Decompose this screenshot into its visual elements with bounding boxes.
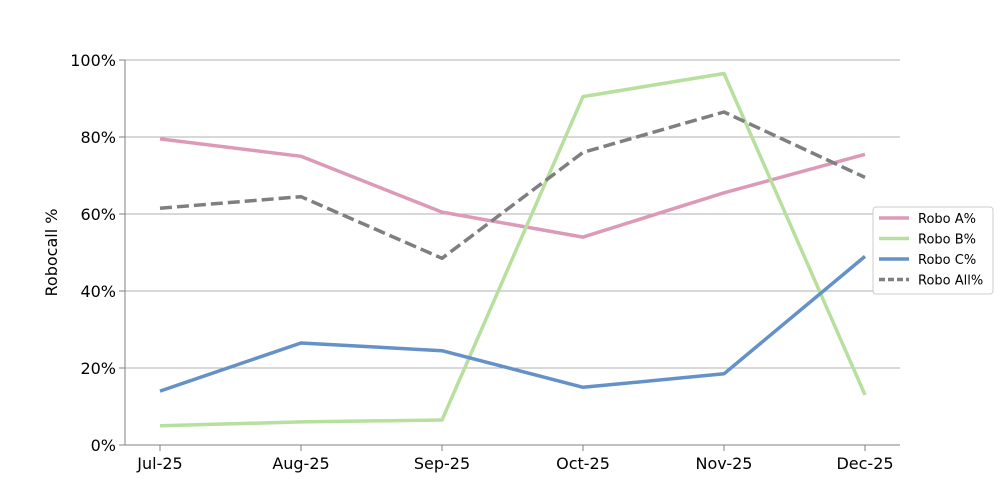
x-tick-label: Oct-25 bbox=[556, 454, 610, 473]
y-tick-label: 80% bbox=[80, 128, 116, 147]
x-tick-label: Nov-25 bbox=[696, 454, 753, 473]
legend: Robo A% Robo B% Robo C% Robo All% bbox=[872, 206, 994, 295]
x-tick-label: Sep-25 bbox=[414, 454, 470, 473]
series-line bbox=[159, 71, 867, 428]
legend-label: Robo All% bbox=[918, 274, 983, 289]
y-tick-label: 100% bbox=[70, 51, 116, 70]
y-tick-label: 20% bbox=[80, 359, 116, 378]
legend-label: Robo C% bbox=[918, 253, 976, 268]
y-tick-label: 40% bbox=[80, 282, 116, 301]
x-tick-label: Aug-25 bbox=[272, 454, 329, 473]
legend-box bbox=[872, 206, 994, 295]
y-axis-title: Robocall % bbox=[42, 209, 61, 297]
x-tick-label: Jul-25 bbox=[136, 454, 182, 473]
legend-label: Robo A% bbox=[918, 212, 976, 227]
series-line bbox=[159, 137, 866, 239]
gridlines bbox=[125, 59, 900, 369]
series-line bbox=[159, 255, 867, 393]
y-axis-ticks: 0% 20% 40% 60% 80% 100% bbox=[70, 51, 125, 455]
series-line bbox=[159, 110, 866, 261]
y-tick-label: 60% bbox=[80, 205, 116, 224]
x-tick-label: Dec-25 bbox=[836, 454, 893, 473]
axes bbox=[124, 60, 900, 446]
x-axis-ticks: Jul-25 Aug-25 Sep-25 Oct-25 Nov-25 Dec-25 bbox=[136, 445, 894, 473]
series-lines bbox=[159, 71, 867, 428]
y-tick-label: 0% bbox=[91, 436, 116, 455]
legend-label: Robo B% bbox=[918, 233, 976, 248]
